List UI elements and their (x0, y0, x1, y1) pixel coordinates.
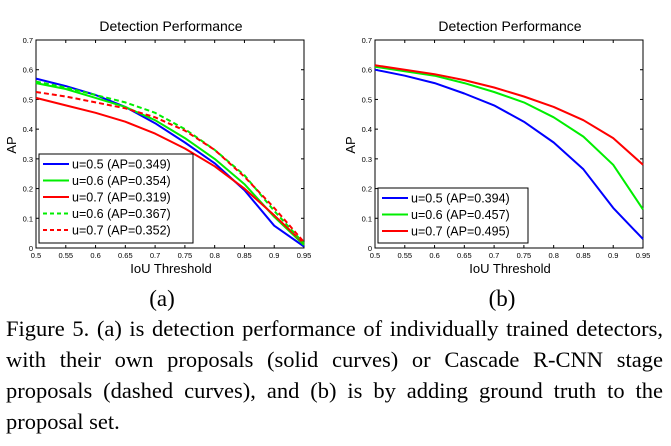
series-line-5 (35, 91, 305, 243)
y-tick-label: 0 (29, 244, 33, 253)
x-tick-label: 0.8 (209, 251, 219, 260)
legend: u=0.5 (AP=0.349) u=0.6 (AP=0.354) u=0.7 (A… (38, 153, 194, 244)
series-line-3 (35, 96, 305, 245)
y-axis-label: AP (4, 136, 19, 153)
series-lines (35, 77, 305, 248)
chart-title: Detection Performance (438, 18, 581, 34)
x-tick-label: 0.95 (297, 251, 312, 260)
x-tick-label: 0.5 (31, 251, 41, 260)
y-tick-label: 0.6 (23, 66, 33, 75)
chart-title: Detection Performance (99, 18, 242, 34)
series-line-2 (35, 82, 305, 246)
x-tick-label: 0.65 (457, 251, 472, 260)
legend-label: u=0.7 (AP=0.495) (411, 225, 510, 239)
y-tick-label: 0.2 (23, 185, 33, 194)
y-tick-label: 0 (368, 244, 372, 253)
x-tick-label: 0.85 (576, 251, 591, 260)
legend-label: u=0.6 (AP=0.457) (411, 208, 510, 222)
legend-label: u=0.5 (AP=0.394) (411, 192, 510, 206)
y-tick-label: 0.3 (23, 155, 33, 164)
subfigure-label: (b) (489, 286, 516, 311)
series-line-1 (374, 68, 644, 240)
series-line-1 (35, 77, 305, 248)
x-tick-label: 0.65 (118, 251, 133, 260)
y-tick-label: 0.5 (362, 95, 372, 104)
x-tick-label: 0.7 (489, 251, 499, 260)
x-tick-label: 0.8 (548, 251, 558, 260)
x-axis-label: IoU Threshold (469, 261, 550, 276)
legend-label: u=0.6 (AP=0.354) (72, 174, 171, 188)
series-line-4 (35, 80, 305, 245)
y-tick-label: 0.2 (362, 185, 372, 194)
x-tick-label: 0.55 (58, 251, 73, 260)
x-tick-label: 0.9 (608, 251, 618, 260)
series-lines (374, 64, 644, 240)
series-line-3 (374, 64, 644, 166)
y-axis-label: AP (343, 136, 358, 153)
x-tick-label: 0.95 (636, 251, 651, 260)
chart-panel-b: Detection Performance 00.10.20.30.40.50.… (343, 18, 650, 311)
x-tick-label: 0.5 (370, 251, 380, 260)
series-line-2 (374, 65, 644, 210)
legend: u=0.5 (AP=0.394) u=0.6 (AP=0.457) u=0.7 (A… (377, 187, 529, 244)
x-tick-label: 0.55 (397, 251, 412, 260)
legend-box (38, 153, 194, 244)
x-axis-ticks: 0.5 0.55 0.6 0.65 0.7 0.75 0.8 0.85 0.9 0.95 (370, 40, 651, 260)
legend-label: u=0.5 (AP=0.349) (72, 158, 171, 172)
y-tick-label: 0.4 (23, 125, 33, 134)
legend-label: u=0.7 (AP=0.352) (72, 224, 171, 238)
x-tick-label: 0.75 (517, 251, 532, 260)
x-tick-label: 0.85 (237, 251, 252, 260)
y-tick-label: 0.1 (23, 214, 33, 223)
y-tick-label: 0.3 (362, 155, 372, 164)
plot-area (35, 39, 305, 249)
x-tick-label: 0.75 (178, 251, 193, 260)
y-tick-label: 0.7 (23, 36, 33, 45)
y-tick-label: 0.6 (362, 66, 372, 75)
legend-label: u=0.7 (AP=0.319) (72, 191, 171, 205)
y-tick-label: 0.5 (23, 95, 33, 104)
x-tick-label: 0.6 (90, 251, 100, 260)
y-axis-ticks: 0 0.1 0.2 0.3 0.4 0.5 0.6 0.7 (23, 36, 304, 253)
x-tick-label: 0.7 (150, 251, 160, 260)
y-axis-ticks: 0 0.1 0.2 0.3 0.4 0.5 0.6 0.7 (362, 36, 643, 253)
y-tick-label: 0.1 (362, 214, 372, 223)
plot-area (374, 39, 644, 249)
y-tick-label: 0.4 (362, 125, 372, 134)
legend-label: u=0.6 (AP=0.367) (72, 207, 171, 221)
subfigure-label: (a) (149, 286, 175, 311)
x-tick-label: 0.9 (269, 251, 279, 260)
x-tick-label: 0.6 (429, 251, 439, 260)
y-tick-label: 0.7 (362, 36, 372, 45)
x-axis-label: IoU Threshold (130, 261, 211, 276)
figure-caption: Figure 5. (a) is detection performance o… (6, 316, 663, 434)
chart-panel-a: Detection Performance 00.10.20.30.40.50.… (4, 18, 311, 311)
x-axis-ticks: 0.5 0.55 0.6 0.65 0.7 0.75 0.8 0.85 0.9 0.95 (31, 40, 312, 260)
